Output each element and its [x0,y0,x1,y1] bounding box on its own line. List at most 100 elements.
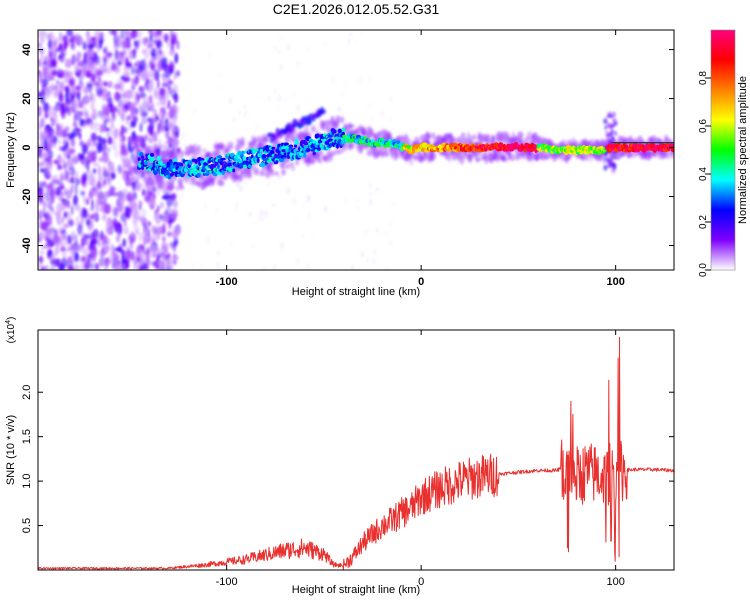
noise-speck [193,109,196,113]
noise-speck [280,242,284,249]
noise-blob [105,222,109,228]
noise-blob [68,244,75,251]
noise-blob [67,236,71,245]
noise-blob [66,151,72,156]
noise-blob [85,218,91,227]
halo-blob [384,151,389,158]
halo-blob [517,131,524,140]
noise-blob [175,70,180,77]
noise-blob [46,229,53,240]
noise-blob [95,91,103,97]
noise-blob [54,246,59,257]
halo-blob [254,137,258,143]
noise-blob [74,110,82,122]
noise-blob [99,123,104,134]
noise-blob [130,146,136,151]
noise-blob [142,49,145,54]
noise-blob [69,184,75,190]
halo-blob [508,154,516,162]
noise-blob [122,165,126,176]
noise-speck [295,219,297,223]
noise-speck [364,230,368,236]
noise-blob [64,126,70,132]
noise-speck [385,231,388,237]
noise-blob [94,211,99,218]
noise-speck [216,207,218,213]
noise-blob [137,182,140,187]
noise-blob [131,81,135,93]
noise-blob [87,151,91,161]
noise-blob [159,87,167,100]
noise-blob [96,192,103,201]
ridge-blob [396,140,400,145]
noise-blob [86,118,90,126]
noise-blob [109,185,115,197]
noise-blob [45,61,50,70]
noise-speck [216,263,219,268]
noise-speck [261,217,264,221]
noise-blob [140,230,144,240]
noise-blob [90,102,95,110]
noise-blob [108,30,116,36]
noise-blob [148,136,154,144]
noise-speck [263,266,266,269]
noise-blob [153,227,159,235]
ridge-blob [232,168,236,173]
ridge-blob [259,148,264,153]
noise-blob [78,39,84,46]
noise-blob [77,223,83,236]
ridge-blob [179,162,184,167]
noise-blob [125,260,130,270]
noise-blob [164,118,169,125]
noise-blob [74,251,79,262]
noise-blob [66,158,72,167]
noise-speck [201,263,203,269]
spectrogram-ridge-core [137,127,674,180]
halo-blob [339,116,345,124]
noise-speck [313,110,316,116]
noise-blob [60,102,65,113]
halo-blob [409,158,413,166]
noise-blob [119,224,123,235]
halo-blob [504,157,509,163]
noise-blob [90,73,96,83]
x-tick-label: -100 [216,576,238,588]
noise-speck [254,221,257,225]
noise-blob [122,188,128,194]
spike-blob [612,118,617,123]
noise-blob [124,39,132,49]
noise-blob [117,195,124,208]
noise-speck [349,32,352,37]
noise-blob [139,257,145,265]
noise-blob [111,112,116,123]
ridge-blob [152,169,159,175]
noise-speck [235,203,238,209]
noise-blob [86,198,89,205]
noise-blob [104,257,110,268]
ridge-blob [183,168,188,173]
spectrogram-x-label: Height of straight line (km) [292,286,420,298]
noise-blob [38,59,42,68]
noise-blob [103,168,111,179]
noise-blob [125,177,132,187]
noise-blob [166,257,173,269]
x-tick-label: 100 [606,276,624,288]
noise-blob [114,223,119,233]
noise-blob [174,94,179,102]
ridge-blob [221,169,226,175]
noise-blob [80,159,86,165]
noise-blob [38,70,41,75]
noise-blob [103,118,107,128]
noise-blob [50,116,53,121]
noise-blob [45,164,50,177]
noise-blob [49,241,55,247]
noise-blob [62,159,65,165]
ridge-blob [250,154,254,159]
halo-blob [240,137,245,147]
noise-blob [38,145,42,157]
noise-blob [155,41,163,49]
noise-speck [390,96,393,102]
noise-blob [166,139,174,144]
noise-blob [58,263,65,270]
noise-blob [38,231,46,240]
